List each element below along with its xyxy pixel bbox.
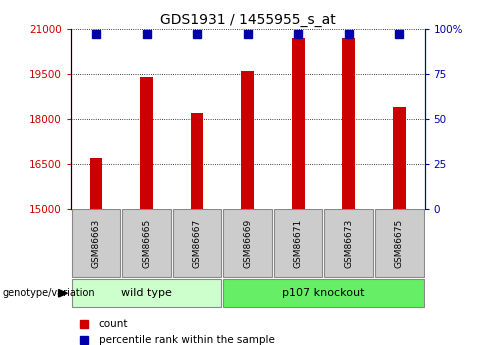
Title: GDS1931 / 1455955_s_at: GDS1931 / 1455955_s_at xyxy=(160,13,336,27)
FancyBboxPatch shape xyxy=(325,209,373,277)
FancyBboxPatch shape xyxy=(122,209,171,277)
Bar xyxy=(343,38,355,209)
FancyBboxPatch shape xyxy=(224,279,424,307)
FancyBboxPatch shape xyxy=(274,209,323,277)
Text: percentile rank within the sample: percentile rank within the sample xyxy=(99,335,275,345)
Text: wild type: wild type xyxy=(121,288,172,298)
FancyBboxPatch shape xyxy=(72,209,120,277)
Bar xyxy=(90,158,102,209)
Bar xyxy=(393,107,406,209)
Text: GSM86663: GSM86663 xyxy=(92,219,101,268)
Text: p107 knockout: p107 knockout xyxy=(282,288,365,298)
Bar xyxy=(191,113,203,209)
Bar xyxy=(140,77,153,209)
FancyBboxPatch shape xyxy=(375,209,424,277)
Text: GSM86675: GSM86675 xyxy=(395,219,404,268)
Text: genotype/variation: genotype/variation xyxy=(2,288,95,298)
Text: GSM86665: GSM86665 xyxy=(142,219,151,268)
Text: count: count xyxy=(99,319,128,328)
Text: GSM86669: GSM86669 xyxy=(243,219,252,268)
Text: GSM86673: GSM86673 xyxy=(344,219,353,268)
FancyBboxPatch shape xyxy=(173,209,222,277)
Bar xyxy=(292,38,305,209)
Bar xyxy=(242,71,254,209)
Text: GSM86667: GSM86667 xyxy=(193,219,202,268)
FancyBboxPatch shape xyxy=(224,209,272,277)
Text: GSM86671: GSM86671 xyxy=(294,219,303,268)
FancyBboxPatch shape xyxy=(72,279,222,307)
